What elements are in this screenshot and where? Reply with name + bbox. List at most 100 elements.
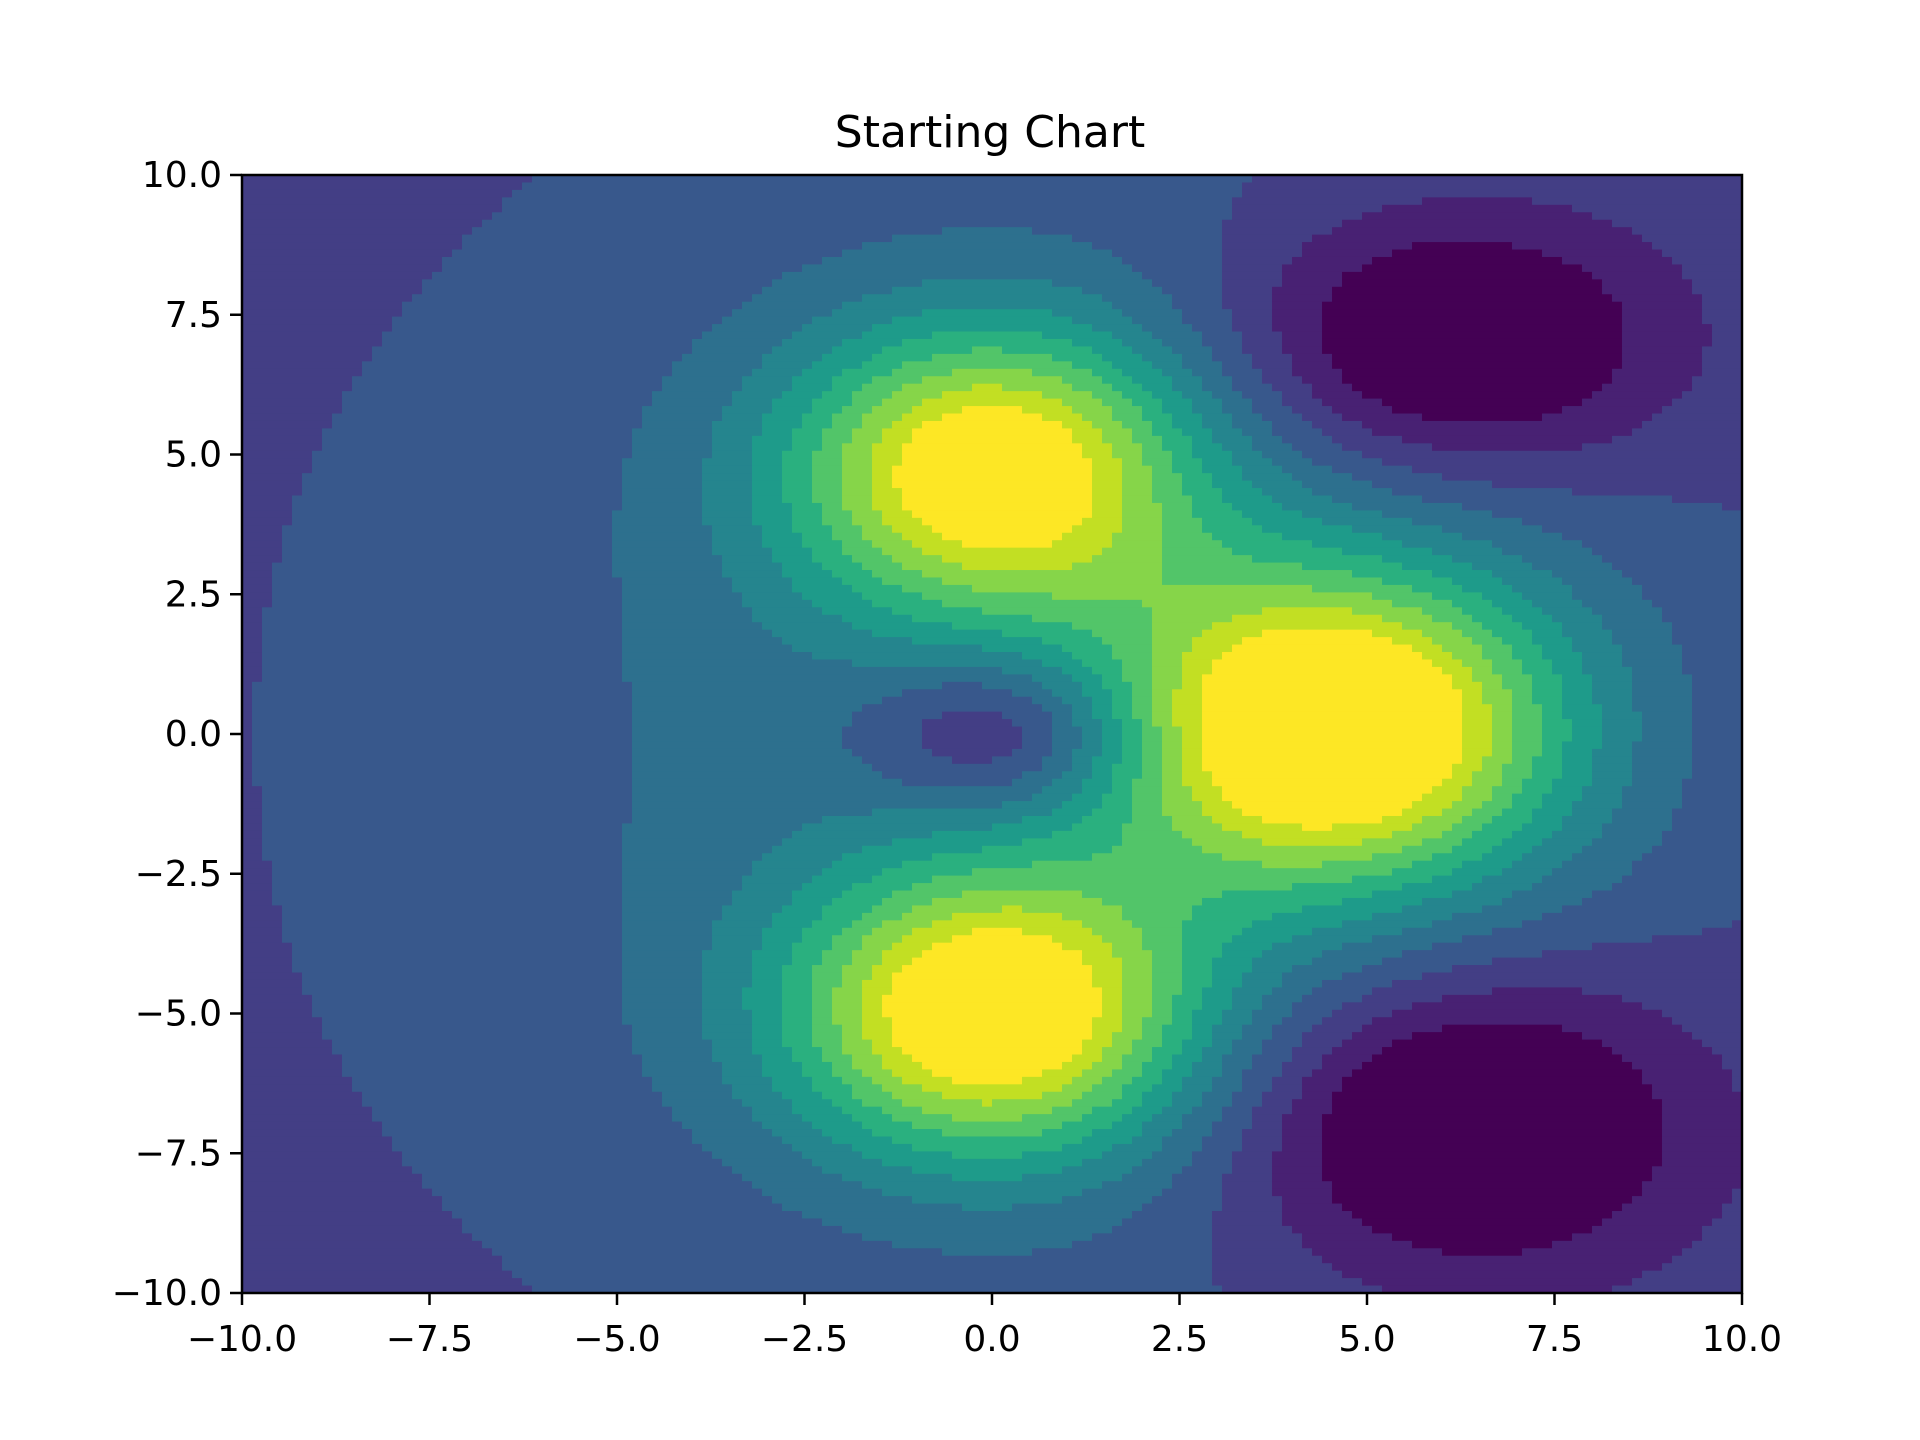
contour-cell (462, 1173, 473, 1182)
contour-cell (342, 242, 353, 251)
contour-cell (242, 331, 253, 340)
contour-cell (352, 316, 363, 325)
contour-cell (282, 868, 293, 877)
contour-cell (462, 808, 473, 817)
contour-cell (432, 927, 443, 936)
contour-cell (382, 883, 393, 892)
contour-cell (282, 555, 293, 564)
contour-cell (382, 674, 393, 683)
contour-cell (492, 830, 503, 839)
contour-cell (402, 1240, 413, 1249)
contour-cell (252, 808, 263, 817)
contour-cell (372, 1218, 383, 1227)
contour-cell (512, 599, 523, 608)
contour-cell (252, 473, 263, 482)
contour-cell (352, 1114, 363, 1123)
contour-cell (252, 1233, 263, 1242)
contour-cell (492, 883, 503, 892)
contour-cell (362, 592, 373, 601)
contour-cell (342, 1166, 353, 1175)
contour-cell (262, 1263, 273, 1272)
contour-cell (292, 420, 303, 430)
contour-cell (432, 905, 443, 914)
contour-cell (262, 383, 273, 392)
contour-cell (362, 242, 373, 251)
contour-cell (462, 353, 473, 362)
contour-cell (362, 838, 373, 847)
contour-cell (562, 994, 573, 1003)
contour-cell (332, 368, 343, 377)
contour-cell (302, 584, 313, 593)
contour-cell (302, 1255, 313, 1264)
contour-cell (562, 547, 573, 556)
contour-cell (242, 1285, 253, 1294)
contour-cell (522, 1196, 533, 1205)
contour-cell (552, 391, 563, 400)
contour-cell (562, 249, 573, 258)
contour-cell (542, 883, 553, 892)
contour-cell (252, 309, 263, 318)
contour-cell (442, 473, 453, 482)
contour-cell (342, 480, 353, 489)
contour-cell (512, 465, 523, 474)
contour-cell (562, 972, 573, 981)
contour-cell (502, 383, 513, 392)
contour-cell (432, 771, 443, 780)
contour-cell (532, 786, 543, 795)
contour-cell (462, 443, 473, 452)
contour-cell (352, 763, 363, 772)
contour-cell (332, 1002, 343, 1011)
contour-cell (272, 890, 283, 899)
contour-cell (562, 614, 573, 623)
contour-cell (322, 920, 333, 929)
contour-cell (272, 495, 283, 504)
contour-cell (522, 547, 533, 556)
contour-cell (542, 875, 553, 884)
contour-cell (452, 391, 463, 400)
contour-cell (292, 652, 303, 661)
contour-cell (472, 644, 483, 653)
contour-cell (412, 614, 423, 623)
contour-cell (252, 912, 263, 921)
contour-cell (482, 1017, 493, 1026)
contour-cell (392, 525, 403, 534)
contour-cell (562, 823, 573, 832)
contour-cell (382, 801, 393, 810)
contour-cell (522, 1158, 533, 1167)
contour-cell (282, 1143, 293, 1152)
contour-cell (462, 1143, 473, 1152)
contour-cell (412, 517, 423, 526)
contour-cell (472, 912, 483, 921)
contour-cell (242, 249, 253, 258)
contour-cell (452, 644, 463, 653)
contour-cell (502, 413, 513, 422)
contour-cell (382, 756, 393, 765)
contour-cell (502, 927, 513, 936)
contour-cell (512, 644, 523, 653)
contour-cell (432, 599, 443, 608)
contour-cell (502, 353, 513, 362)
contour-cell (352, 1136, 363, 1145)
contour-cell (392, 659, 403, 668)
contour-cell (562, 286, 573, 295)
contour-cell (352, 659, 363, 668)
contour-cell (242, 227, 253, 236)
contour-cell (462, 1255, 473, 1264)
contour-cell (362, 801, 373, 810)
contour-cell (542, 510, 553, 519)
contour-cell (262, 763, 273, 772)
contour-cell (242, 1032, 253, 1041)
contour-cell (512, 920, 523, 929)
contour-cell (262, 473, 273, 482)
contour-cell (392, 510, 403, 519)
contour-cell (392, 286, 403, 295)
contour-cell (382, 845, 393, 854)
contour-cell (532, 577, 543, 586)
contour-cell (342, 748, 353, 757)
contour-cell (492, 1009, 503, 1018)
contour-cell (362, 234, 373, 243)
contour-cell (282, 189, 293, 198)
contour-cell (492, 197, 503, 206)
contour-cell (282, 279, 293, 288)
contour-cell (402, 957, 413, 966)
